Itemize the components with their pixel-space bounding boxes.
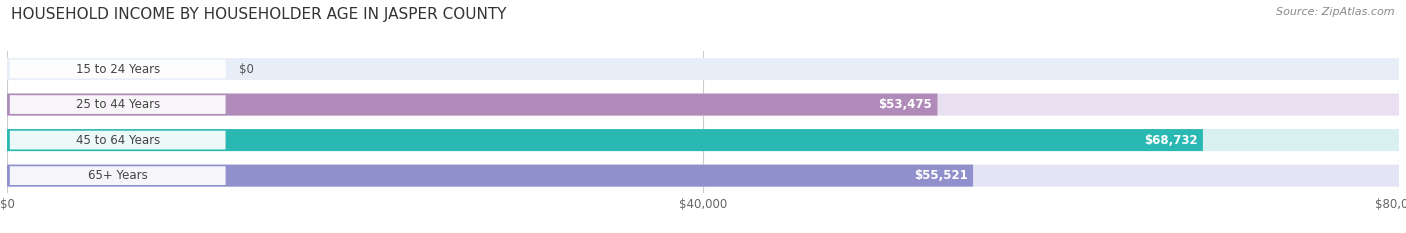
FancyBboxPatch shape [7, 129, 1399, 151]
FancyBboxPatch shape [7, 93, 938, 116]
Text: 65+ Years: 65+ Years [87, 169, 148, 182]
Text: 25 to 44 Years: 25 to 44 Years [76, 98, 160, 111]
Text: Source: ZipAtlas.com: Source: ZipAtlas.com [1277, 7, 1395, 17]
Text: $53,475: $53,475 [879, 98, 932, 111]
Text: HOUSEHOLD INCOME BY HOUSEHOLDER AGE IN JASPER COUNTY: HOUSEHOLD INCOME BY HOUSEHOLDER AGE IN J… [11, 7, 506, 22]
FancyBboxPatch shape [7, 164, 1399, 187]
FancyBboxPatch shape [10, 131, 225, 149]
Text: 15 to 24 Years: 15 to 24 Years [76, 62, 160, 75]
FancyBboxPatch shape [7, 58, 1399, 80]
Text: $68,732: $68,732 [1143, 134, 1198, 147]
FancyBboxPatch shape [7, 129, 1204, 151]
FancyBboxPatch shape [7, 93, 1399, 116]
Text: $55,521: $55,521 [914, 169, 967, 182]
FancyBboxPatch shape [10, 166, 225, 185]
Text: $0: $0 [239, 62, 254, 75]
Text: 45 to 64 Years: 45 to 64 Years [76, 134, 160, 147]
FancyBboxPatch shape [10, 95, 225, 114]
FancyBboxPatch shape [7, 164, 973, 187]
FancyBboxPatch shape [10, 60, 225, 78]
